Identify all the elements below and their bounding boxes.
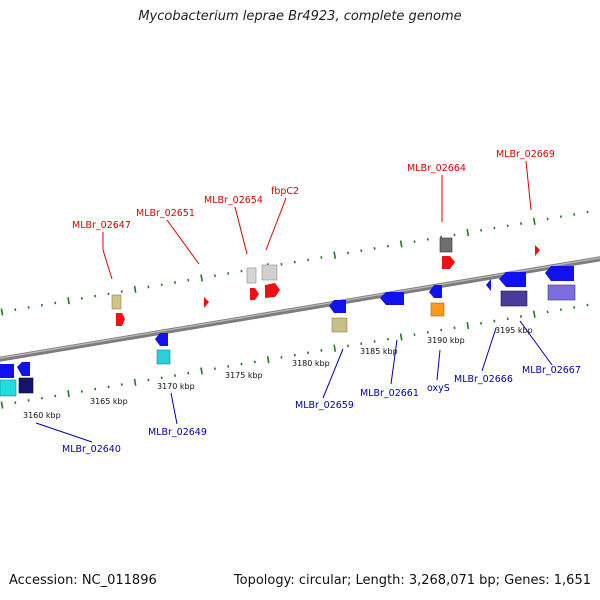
scale-tick bbox=[399, 333, 403, 341]
scale-tick bbox=[200, 367, 203, 375]
gene-feature[interactable] bbox=[246, 267, 257, 284]
gene-arrow-reverse[interactable] bbox=[486, 279, 491, 291]
scale-label-3160: 3160 kbp bbox=[23, 411, 61, 420]
scale-tick bbox=[266, 356, 270, 364]
gene-label[interactable]: MLBr_02667 bbox=[522, 365, 581, 376]
gene-arrow-forward[interactable] bbox=[250, 288, 259, 300]
scale-tick bbox=[532, 217, 536, 225]
gene-arrow-reverse[interactable] bbox=[17, 362, 30, 376]
scale-tick bbox=[466, 228, 470, 237]
scale-tick bbox=[200, 274, 203, 282]
reverse-gene-features bbox=[0, 266, 576, 397]
gene-feature[interactable] bbox=[331, 317, 348, 333]
scale-tick bbox=[532, 310, 536, 318]
gene-arrow-reverse[interactable] bbox=[545, 266, 574, 281]
gene-feature[interactable] bbox=[18, 377, 34, 394]
scale-tick bbox=[399, 240, 403, 248]
forward-gene-labels: MLBr_02647 MLBr_02651 MLBr_02654 fbpC2 M… bbox=[72, 149, 555, 231]
gene-label[interactable]: MLBr_02661 bbox=[360, 388, 419, 399]
gene-feature[interactable] bbox=[111, 294, 122, 310]
scale-tick bbox=[133, 378, 137, 386]
forward-gene-features bbox=[111, 237, 540, 326]
gene-arrow-forward[interactable] bbox=[265, 283, 280, 298]
gene-arrow-forward[interactable] bbox=[535, 245, 540, 256]
scale-labels: 3160 kbp 3165 kbp 3170 kbp 3175 kbp 3180… bbox=[23, 326, 533, 420]
gene-label[interactable]: MLBr_02640 bbox=[62, 444, 121, 455]
scale-tick bbox=[67, 390, 70, 398]
scale-label-3175: 3175 kbp bbox=[225, 371, 263, 380]
gene-arrow-forward[interactable] bbox=[116, 313, 125, 326]
map-title: Mycobacterium leprae Br4923, complete ge… bbox=[138, 9, 462, 24]
scale-tick bbox=[0, 401, 4, 409]
scale-label-3170: 3170 kbp bbox=[157, 382, 195, 391]
accession-text: Accession: NC_011896 bbox=[9, 573, 157, 588]
scale-label-3195: 3195 kbp bbox=[495, 326, 533, 335]
gene-label[interactable]: MLBr_02654 bbox=[204, 195, 263, 206]
gene-label[interactable]: fbpC2 bbox=[271, 186, 299, 197]
scale-tick bbox=[67, 297, 70, 305]
reverse-gene-labels: MLBr_02640 MLBr_02649 MLBr_02659 MLBr_02… bbox=[62, 365, 581, 455]
scale-label-3185: 3185 kbp bbox=[360, 347, 398, 356]
gene-arrow-reverse[interactable] bbox=[499, 272, 526, 287]
gene-label[interactable]: oxyS bbox=[427, 383, 450, 394]
gene-feature[interactable] bbox=[547, 284, 576, 301]
reverse-leader-lines bbox=[35, 320, 553, 443]
topology-text: Topology: circular; Length: 3,268,071 bp… bbox=[233, 573, 591, 588]
scale-tick bbox=[333, 251, 337, 259]
gene-arrow-reverse[interactable] bbox=[429, 285, 442, 298]
backbone-highlight bbox=[0, 257, 600, 359]
gene-label[interactable]: MLBr_02647 bbox=[72, 220, 131, 231]
gene-feature[interactable] bbox=[0, 379, 17, 397]
scale-tick bbox=[0, 308, 4, 316]
gene-arrow-forward[interactable] bbox=[442, 256, 455, 269]
gene-arrow-reverse[interactable] bbox=[0, 364, 14, 378]
gene-feature[interactable] bbox=[156, 349, 171, 365]
scale-label-3165: 3165 kbp bbox=[90, 397, 128, 406]
gene-label[interactable]: MLBr_02669 bbox=[496, 149, 555, 160]
scale-tick bbox=[426, 331, 429, 334]
gene-label[interactable]: MLBr_02659 bbox=[295, 400, 354, 411]
gene-label[interactable]: MLBr_02649 bbox=[148, 427, 207, 438]
scale-label-3190: 3190 kbp bbox=[427, 336, 465, 345]
gene-arrow-reverse[interactable] bbox=[380, 292, 404, 305]
scale-tick bbox=[466, 321, 470, 330]
gene-feature[interactable] bbox=[430, 302, 445, 317]
scale-tick bbox=[133, 285, 137, 293]
gene-feature[interactable] bbox=[500, 290, 528, 307]
gene-label[interactable]: MLBr_02666 bbox=[454, 374, 513, 385]
gene-label[interactable]: MLBr_02651 bbox=[136, 208, 195, 219]
gene-arrow-reverse[interactable] bbox=[155, 333, 168, 346]
gene-arrow-forward[interactable] bbox=[204, 297, 209, 308]
gene-label[interactable]: MLBr_02664 bbox=[407, 163, 466, 174]
gene-feature[interactable] bbox=[261, 264, 278, 281]
scale-tick bbox=[253, 360, 256, 364]
scale-tick bbox=[426, 238, 429, 241]
reverse-scale-ticks bbox=[0, 303, 589, 409]
scale-tick bbox=[333, 344, 337, 352]
forward-leader-lines bbox=[102, 160, 532, 280]
scale-label-3180: 3180 kbp bbox=[292, 359, 330, 368]
gene-feature[interactable] bbox=[439, 237, 453, 253]
gene-arrow-reverse[interactable] bbox=[329, 300, 346, 313]
